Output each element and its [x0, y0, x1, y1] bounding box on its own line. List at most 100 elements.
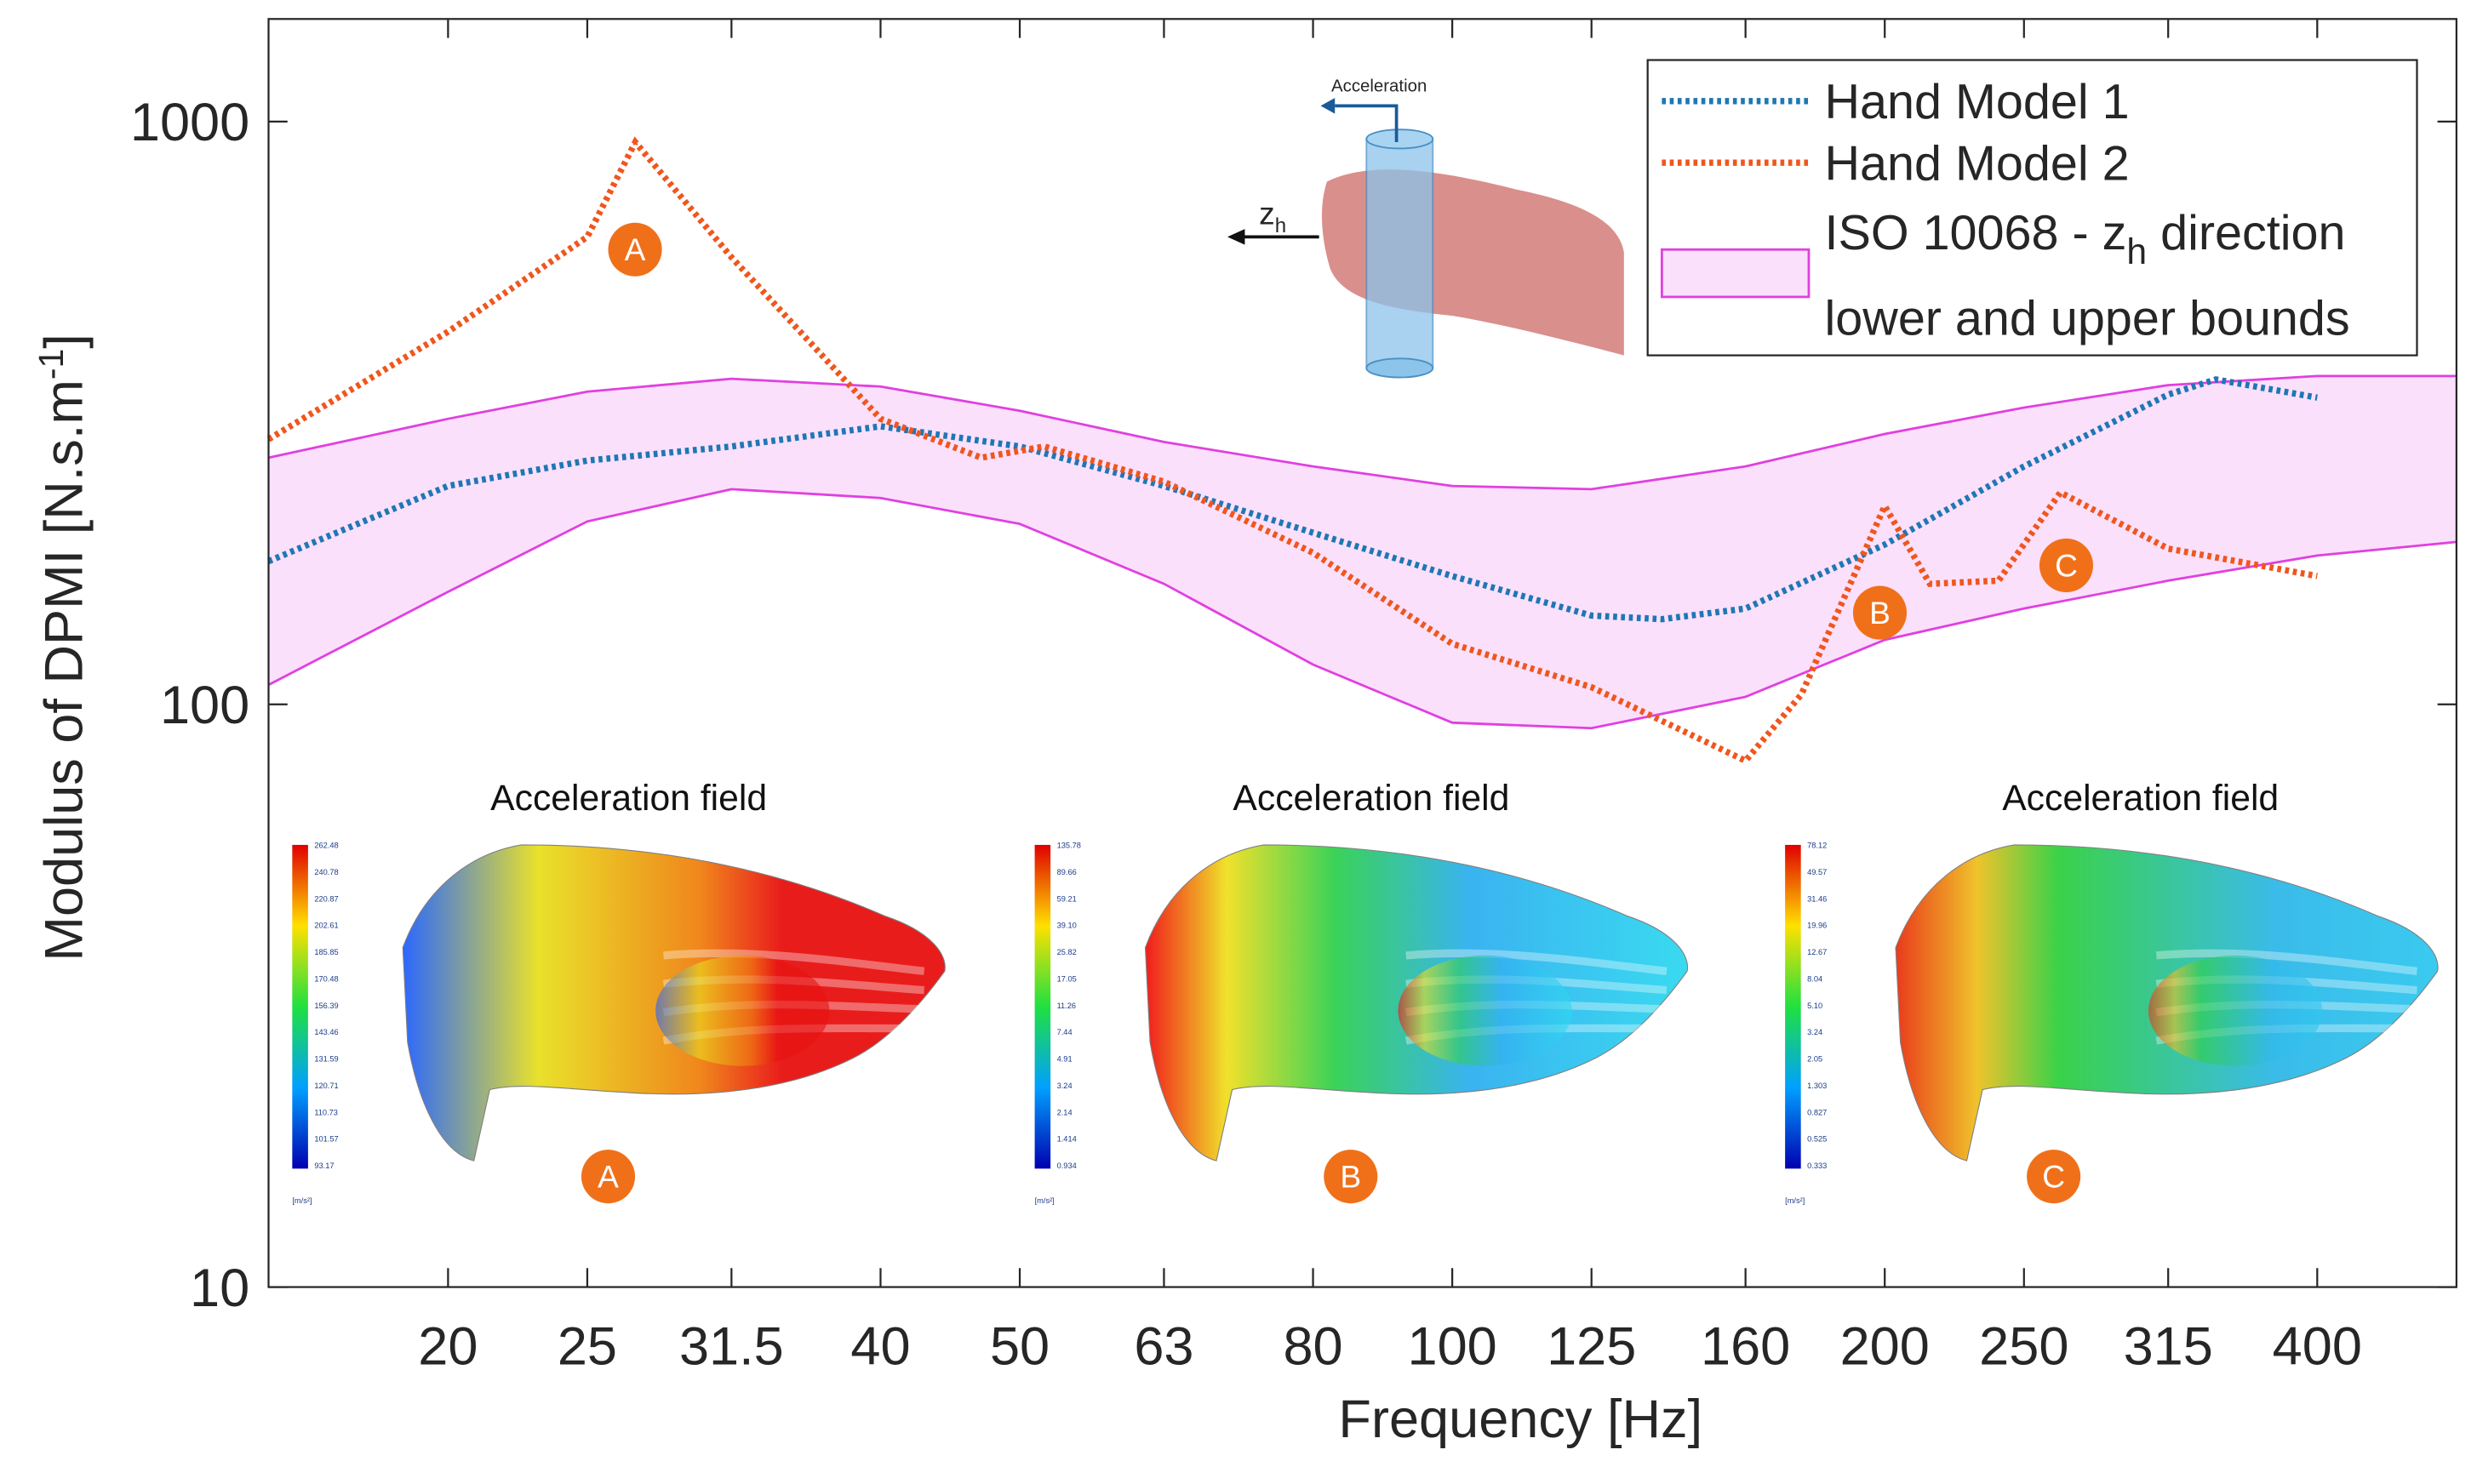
colorbar-label: 3.24 [1057, 1082, 1073, 1090]
colorbar-label: 2.05 [1807, 1055, 1822, 1064]
colorbar-label: 202.61 [314, 922, 338, 930]
colorbar-label: 0.827 [1807, 1108, 1827, 1116]
legend-label: ISO 10068 - zh direction [1825, 206, 2346, 272]
inset-title: Acceleration field [1233, 778, 1509, 819]
y-axis-label-part: -1 [31, 349, 71, 380]
annotation-marker [608, 222, 662, 277]
colorbar [1034, 844, 1051, 1169]
inset-label-part: z [1259, 196, 1275, 231]
colorbar-label: 101.57 [314, 1135, 338, 1144]
annotation-label: A [598, 1159, 619, 1195]
series-line [267, 376, 2318, 623]
band-upper [268, 374, 2457, 491]
colorbar-label: 1.414 [1057, 1135, 1077, 1144]
y-tick-label: 10 [190, 1259, 249, 1318]
x-tick-label: 25 [558, 1316, 617, 1376]
inset-title: Acceleration field [490, 778, 767, 819]
y-tick-label: 100 [160, 676, 249, 735]
inset-label-part: h [1275, 214, 1286, 237]
annotation-marker [1852, 585, 1908, 640]
colorbar-label: 8.04 [1807, 974, 1822, 983]
y-axis-label: Modulus of DPMI [N.s.m-1] [31, 334, 94, 961]
colorbar-label: 220.87 [314, 894, 338, 903]
colorbar-label: 185.85 [314, 948, 338, 956]
annotation-marker [581, 1150, 636, 1204]
axes-box [267, 18, 2457, 1288]
inset-label: Acceleration [1331, 77, 1427, 96]
x-tick-label: 400 [2273, 1316, 2362, 1376]
x-tick-label: 125 [1547, 1316, 1636, 1376]
colorbar-label: 93.17 [314, 1162, 334, 1170]
annotation-label: C [2055, 547, 2078, 583]
colorbar-label: 0.333 [1807, 1162, 1827, 1170]
colorbar-label: 89.66 [1057, 868, 1077, 876]
y-tick-label: 1000 [130, 93, 249, 152]
x-tick-label: 50 [990, 1316, 1050, 1376]
legend [1646, 59, 2418, 357]
legend-label-part: direction [2147, 206, 2345, 260]
legend-label: Hand Model 1 [1825, 75, 2130, 129]
colorbar-unit: [m/s²] [1785, 1196, 1805, 1205]
inset-title: Acceleration field [2002, 778, 2279, 819]
legend-label-part: ISO 10068 - z [1825, 206, 2127, 260]
legend-swatch [1660, 248, 1811, 299]
annotation-label: B [1340, 1159, 1361, 1195]
colorbar-label: 7.44 [1057, 1028, 1073, 1036]
x-tick-label: 80 [1283, 1316, 1342, 1376]
x-tick-label: 63 [1134, 1316, 1193, 1376]
colorbar-label: 143.46 [314, 1028, 338, 1036]
hand-finger [2155, 949, 2417, 975]
colorbar-label: 31.46 [1807, 894, 1827, 903]
colorbar-label: 12.67 [1807, 948, 1827, 956]
x-axis-label: Frequency [Hz] [1338, 1390, 1702, 1449]
colorbar [292, 844, 308, 1169]
colorbar-label: 39.10 [1057, 922, 1077, 930]
band-area [268, 375, 2457, 728]
x-tick-label: 20 [418, 1316, 478, 1376]
hand-palm [1398, 955, 1572, 1066]
band-lower [267, 488, 2457, 730]
hand-finger [1405, 949, 1668, 975]
colorbar-unit: [m/s²] [1035, 1196, 1055, 1205]
series-line [266, 136, 2318, 765]
colorbar-label: 1.303 [1807, 1082, 1827, 1090]
colorbar-label: 0.934 [1057, 1162, 1077, 1170]
x-tick-label: 200 [1840, 1316, 1930, 1376]
hand-palm [655, 955, 830, 1066]
colorbar-label: 49.57 [1807, 868, 1827, 876]
colorbar-label: 131.59 [314, 1055, 338, 1064]
plot-area [266, 136, 2457, 765]
colorbar-label: 11.26 [1057, 1002, 1077, 1010]
colorbar-label: 5.10 [1807, 1002, 1822, 1010]
colorbar-label: 4.91 [1057, 1055, 1073, 1064]
hand-palm [2148, 955, 2323, 1066]
annotation-label: B [1869, 595, 1891, 631]
annotation-marker [1324, 1150, 1378, 1204]
inset-label: zh [1259, 196, 1286, 237]
legend-label-part: h [2126, 231, 2147, 272]
y-axis-label-part: Modulus of DPMI [N.s.m [35, 380, 94, 962]
colorbar-label: 0.525 [1807, 1135, 1827, 1144]
colorbar-label: 78.12 [1807, 842, 1827, 850]
colorbar-label: 240.78 [314, 868, 338, 876]
colorbar-label: 110.73 [314, 1108, 338, 1116]
colorbar [1785, 844, 1801, 1169]
annotation-label: C [2042, 1159, 2065, 1195]
colorbar-label: 120.71 [314, 1082, 338, 1090]
legend-label: lower and upper bounds [1825, 291, 2350, 345]
colorbar-label: 17.05 [1057, 974, 1077, 983]
hand-finger [663, 949, 925, 975]
colorbar-label: 135.78 [1057, 842, 1081, 850]
annotation-marker [2027, 1150, 2081, 1204]
x-tick-label: 315 [2124, 1316, 2213, 1376]
hand-illustration [1227, 98, 1624, 379]
colorbar-label: 19.96 [1807, 922, 1827, 930]
colorbar-unit: [m/s²] [292, 1196, 312, 1205]
annotation-label: A [625, 231, 646, 267]
x-tick-label: 100 [1407, 1316, 1496, 1376]
annotation-marker [2039, 538, 2094, 592]
x-tick-label: 40 [850, 1316, 910, 1376]
x-tick-label: 250 [1979, 1316, 2068, 1376]
colorbar-label: 262.48 [314, 842, 338, 850]
